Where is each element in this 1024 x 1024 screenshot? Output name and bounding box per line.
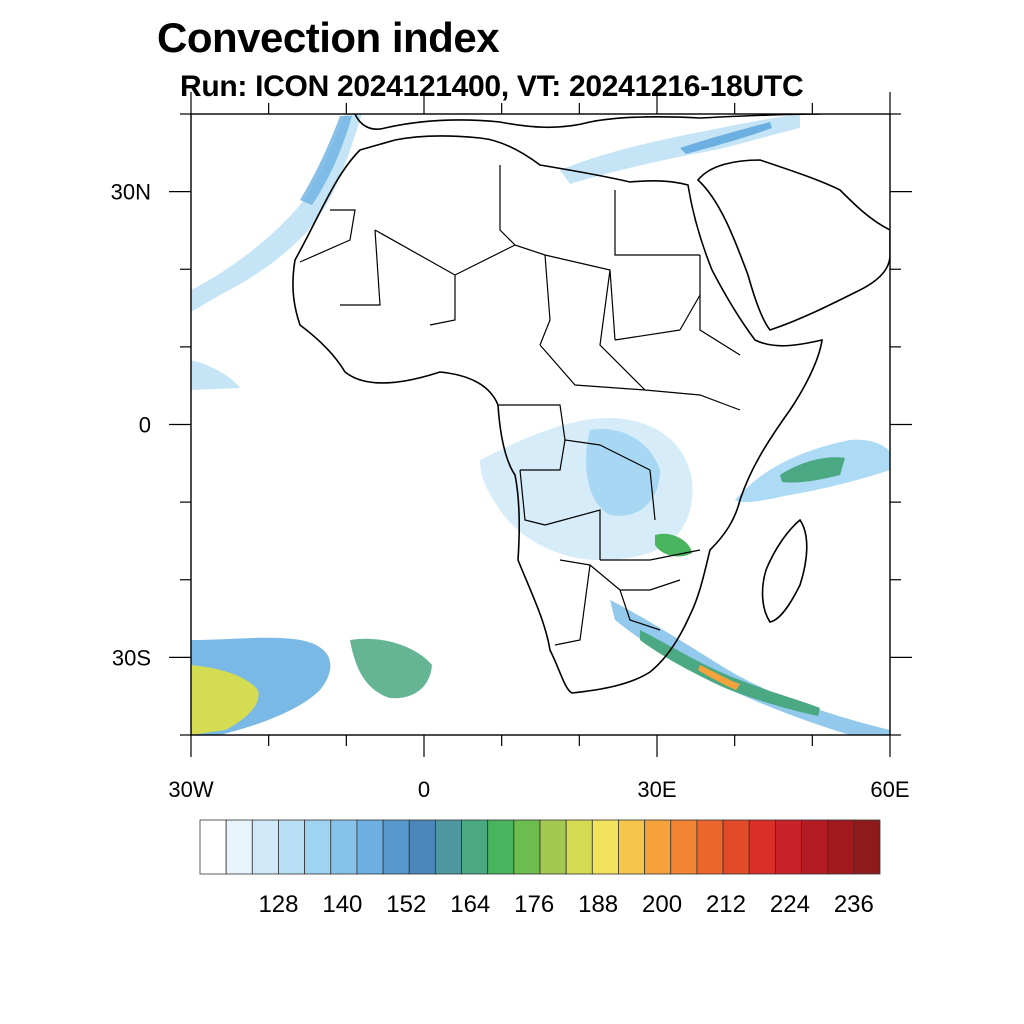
lon-label: 60E (870, 777, 909, 802)
colorbar-swatch (801, 819, 829, 875)
field-south-atlantic-2 (350, 638, 432, 699)
colorbar-label: 188 (578, 891, 618, 918)
colorbar-label: 164 (450, 891, 490, 918)
colorbar-label: 224 (770, 891, 810, 918)
field-mediterranean-core (680, 122, 772, 154)
colorbar-label: 212 (706, 891, 746, 918)
colorbar-label: 128 (258, 891, 298, 918)
field-central-africa-core (586, 429, 660, 516)
colorbar-swatch (330, 819, 358, 875)
field-se-africa-hot (698, 665, 740, 690)
colorbar-swatch (696, 819, 724, 875)
colorbar-swatch (278, 819, 306, 875)
chart-subtitle: Run: ICON 2024121400, VT: 20241216-18UTC (180, 70, 804, 103)
madagascar-coast (761, 518, 808, 623)
colorbar-swatch (827, 819, 855, 875)
convection-shading (191, 114, 890, 735)
colorbar-swatch (513, 819, 541, 875)
colorbar (199, 819, 881, 875)
lon-label: 0 (418, 777, 430, 802)
field-indian-ocean-core (780, 457, 845, 483)
lon-label: 30E (637, 777, 676, 802)
europe-coast (354, 114, 821, 130)
lon-label: 30W (168, 777, 213, 802)
colorbar-swatch (382, 819, 410, 875)
colorbar-swatch (722, 819, 750, 875)
colorbar-swatch (853, 819, 881, 875)
field-south-atlantic-core (191, 665, 259, 735)
colorbar-swatch (461, 819, 489, 875)
colorbar-swatch (356, 819, 384, 875)
lat-label: 0 (139, 413, 151, 438)
colorbar-swatch (591, 819, 619, 875)
colorbar-swatch (565, 819, 593, 875)
colorbar-labels: 128 140 152 164 176 188 200 212 224 236 (258, 891, 873, 918)
axis-ticks (169, 92, 912, 757)
colorbar-swatch (644, 819, 672, 875)
colorbar-swatch (670, 819, 698, 875)
colorbar-label: 176 (514, 891, 554, 918)
coastlines (292, 114, 890, 694)
lat-label: 30S (112, 645, 151, 670)
colorbar-swatch (225, 819, 253, 875)
colorbar-swatch (748, 819, 776, 875)
colorbar-swatch (618, 819, 646, 875)
colorbar-label: 140 (322, 891, 362, 918)
field-se-africa-core (640, 630, 820, 716)
colorbar-swatch (539, 819, 567, 875)
colorbar-label: 152 (386, 891, 426, 918)
latitude-labels: 30N 0 30S (111, 180, 151, 671)
chart-title: Convection index (157, 14, 500, 61)
colorbar-label: 236 (834, 891, 874, 918)
field-atlantic-north-core (300, 116, 352, 205)
colorbar-swatch (304, 819, 332, 875)
colorbar-swatch (199, 819, 227, 875)
africa-coast (292, 135, 823, 694)
colorbar-swatch (774, 819, 802, 875)
lat-label: 30N (111, 180, 151, 205)
field-malawi (655, 533, 692, 557)
field-se-africa (610, 600, 890, 735)
field-west-atlantic (191, 360, 240, 390)
arabia-coast (696, 159, 890, 331)
colorbar-swatch (408, 819, 436, 875)
country-borders (299, 165, 741, 646)
colorbar-label: 200 (642, 891, 682, 918)
colorbar-swatch (251, 819, 279, 875)
longitude-labels: 30W 0 30E 60E (168, 777, 909, 802)
colorbar-swatch (487, 819, 515, 875)
colorbar-swatch (434, 819, 462, 875)
